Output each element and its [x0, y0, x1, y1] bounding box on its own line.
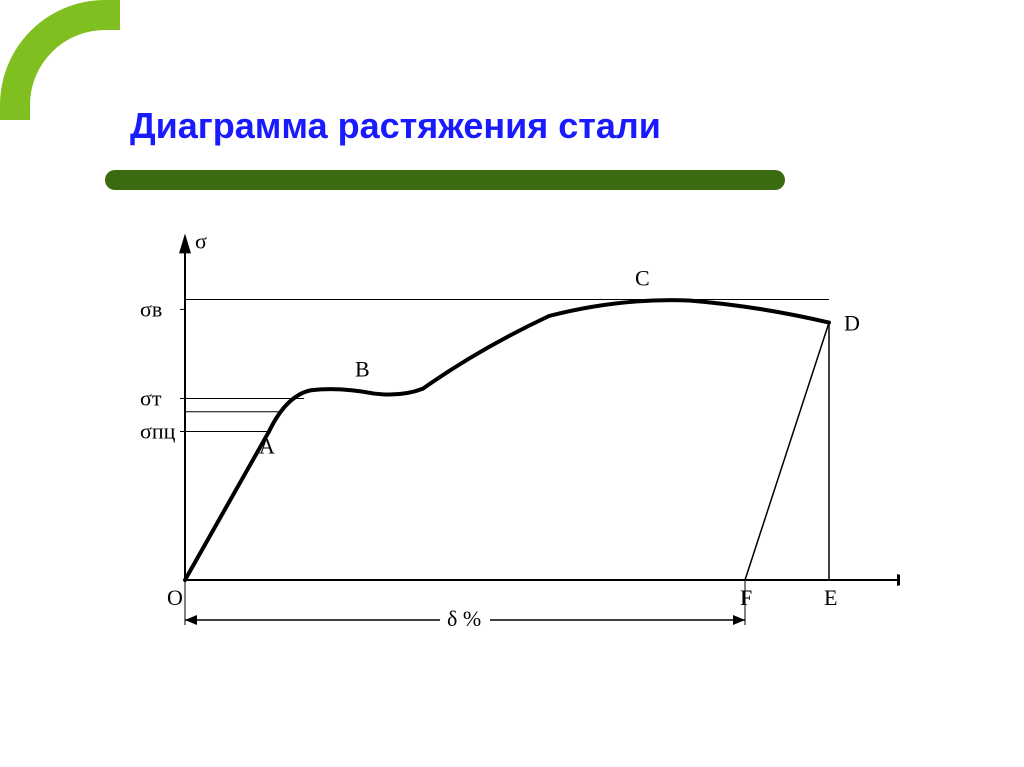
svg-text:D: D [844, 311, 860, 336]
frame-decoration [0, 0, 120, 120]
svg-text:O: O [167, 585, 183, 610]
svg-text:C: C [635, 266, 650, 291]
svg-text:F: F [740, 585, 752, 610]
stress-strain-chart: σεσвσтσпцδ %OABCDFE [115, 225, 900, 635]
svg-text:E: E [824, 585, 837, 610]
svg-text:δ %: δ % [447, 606, 481, 631]
svg-text:σпц: σпц [140, 419, 176, 444]
svg-text:B: B [355, 357, 370, 382]
page-title: Диаграмма растяжения стали [130, 105, 661, 147]
svg-text:σт: σт [140, 386, 162, 411]
title-divider [105, 170, 785, 190]
svg-text:σ: σ [195, 228, 207, 253]
svg-text:σв: σв [140, 296, 162, 321]
svg-text:A: A [259, 434, 275, 459]
